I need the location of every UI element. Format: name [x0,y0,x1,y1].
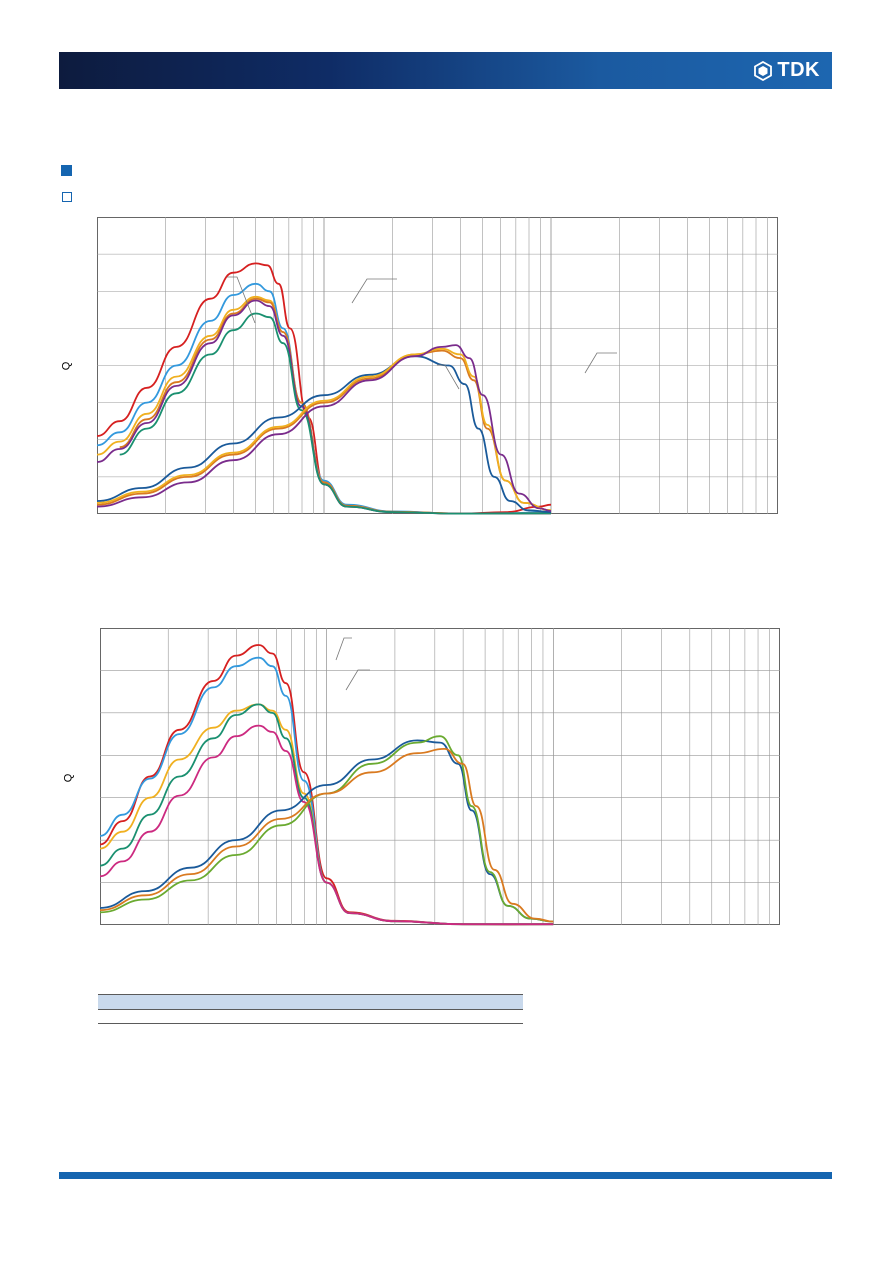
series-line-low-5 [119,312,552,515]
series-line-low-4 [99,724,554,926]
leader-line [437,364,460,390]
leader-line [351,278,397,304]
section-bullet [61,165,72,176]
q-chart-bottom [99,628,780,926]
q-chart-top [96,217,778,515]
leader-line [345,669,370,691]
series-line-high-9 [96,344,552,512]
header-band: TDK [59,52,832,89]
series-line-high-8 [96,347,552,512]
brand-name: TDK [777,59,820,81]
series-line-high-7 [99,748,554,923]
leader-line [584,352,617,374]
plot-frame [100,628,780,925]
footer-band [59,1172,832,1179]
q-chart-bottom-svg [99,628,780,926]
subsection-bullet [62,192,72,202]
table-header-row [98,994,523,1010]
leader-line [335,637,352,661]
tdk-logo-icon [754,60,773,81]
tdk-logo: TDK [753,59,820,82]
leader-line [227,276,256,324]
table-row [98,1009,523,1024]
chart-top-y-label: Q [60,361,73,371]
series-line-high-6 [99,735,554,923]
q-chart-top-svg [96,217,778,515]
chart-bottom-y-label: Q [62,773,75,783]
